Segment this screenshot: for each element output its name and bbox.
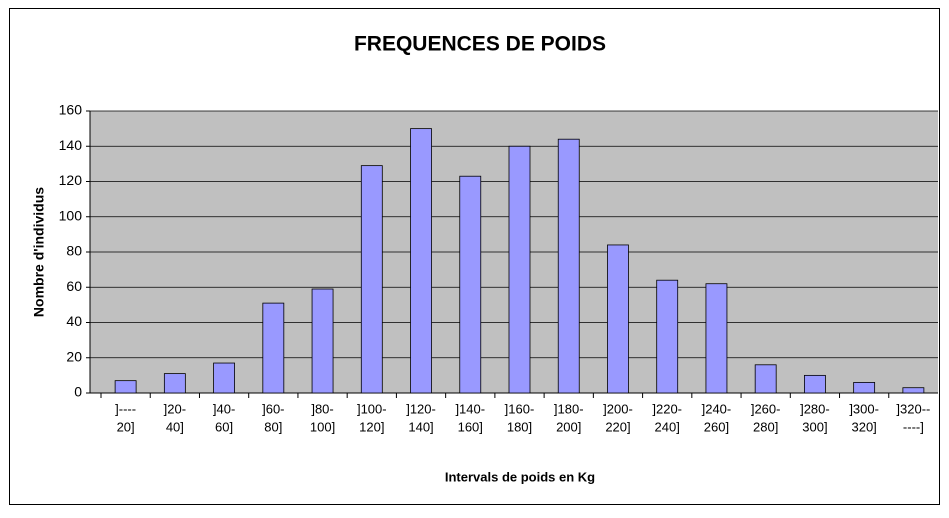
x-tick-label: ]140- [455, 401, 485, 416]
x-tick-label: ]80- [311, 401, 333, 416]
x-tick-label: 80] [264, 419, 282, 434]
bar [410, 128, 432, 394]
x-tick-label: 160] [458, 419, 483, 434]
x-tick-label: ]300- [849, 401, 879, 416]
x-tick-label: ]200- [603, 401, 633, 416]
x-tick-label: 120] [359, 419, 384, 434]
x-tick-label: ----] [903, 419, 924, 434]
bar [902, 387, 925, 394]
y-tick-label: 40 [66, 313, 82, 329]
x-tick-label: 100] [310, 419, 335, 434]
bar [705, 283, 728, 394]
x-tick-label: 220] [605, 419, 630, 434]
x-tick-label: 320] [851, 419, 876, 434]
bar [656, 279, 679, 394]
y-tick-label: 60 [66, 278, 82, 294]
x-tick-label: ]60- [262, 401, 284, 416]
x-tick-label: ]240- [702, 401, 732, 416]
x-tick-label: 240] [655, 419, 680, 434]
x-tick-label: ]260- [751, 401, 781, 416]
x-tick-label: ]---- [115, 401, 136, 416]
bar [163, 373, 186, 394]
bar [114, 380, 137, 394]
y-tick-label: 80 [66, 243, 82, 259]
x-tick-label: ]220- [652, 401, 682, 416]
bar [508, 145, 531, 394]
x-tick-label: 60] [215, 419, 233, 434]
x-tick-label: 40] [166, 419, 184, 434]
x-tick-label: 280] [753, 419, 778, 434]
x-tick-label: 260] [704, 419, 729, 434]
x-tick-label: 300] [802, 419, 827, 434]
chart-title: FREQUENCES DE POIDS [354, 33, 606, 56]
y-tick-label: 160 [59, 102, 83, 118]
x-tick-label: ]20- [164, 401, 186, 416]
x-tick-label: 20] [117, 419, 135, 434]
x-tick-label: 180] [507, 419, 532, 434]
y-axis-label: Nombre d'individus [31, 187, 47, 317]
bar [804, 374, 826, 394]
x-tick-label: ]40- [213, 401, 235, 416]
bar [853, 382, 876, 394]
x-tick-label: ]180- [554, 401, 584, 416]
bar [754, 364, 777, 394]
bar [607, 244, 629, 394]
bar [557, 138, 580, 394]
x-tick-label: ]100- [357, 401, 387, 416]
x-tick-label: ]320-- [896, 401, 930, 416]
bar [459, 175, 482, 394]
x-tick-label: ]280- [800, 401, 830, 416]
x-tick-label: ]120- [406, 401, 436, 416]
x-axis-label: Intervals de poids en Kg [445, 469, 595, 484]
y-tick-label: 140 [59, 137, 83, 153]
y-tick-label: 0 [74, 384, 82, 400]
x-tick-label: ]160- [505, 401, 535, 416]
bar [311, 288, 334, 394]
y-tick-label: 100 [59, 207, 83, 223]
y-tick-label: 120 [59, 172, 83, 188]
bar [360, 165, 383, 394]
y-tick-label: 20 [66, 348, 82, 364]
bar [213, 362, 235, 394]
bar [262, 302, 285, 394]
x-tick-label: 140] [408, 419, 433, 434]
x-tick-label: 200] [556, 419, 581, 434]
